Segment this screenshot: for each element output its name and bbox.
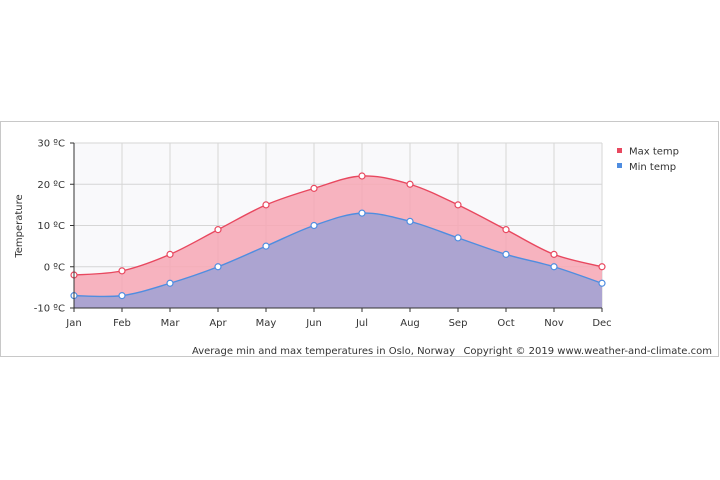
y-tick-label: 10 ºC (37, 221, 65, 232)
point-max-temp (310, 184, 318, 192)
y-axis-ticks: 30 ºC 20 ºC 10 ºC 0 ºC -10 ºC (34, 139, 74, 315)
point-max-temp (406, 180, 414, 188)
chart-caption: Average min and max temperatures in Oslo… (192, 346, 455, 357)
chart-container: 30 ºC 20 ºC 10 ºC 0 ºC -10 ºC Jan Feb Mar Apr Ma… (0, 121, 719, 357)
y-axis-label: Temperature (14, 194, 25, 258)
point-min-temp (502, 250, 510, 258)
y-tick-label: 20 ºC (37, 180, 65, 191)
point-min-temp (598, 279, 606, 287)
series-points (70, 172, 606, 300)
point-min-temp (550, 263, 558, 271)
point-max-temp (262, 201, 270, 209)
point-max-temp (118, 267, 126, 275)
point-max-temp (550, 250, 558, 258)
series-areas (74, 175, 602, 308)
x-tick-label: Jan (65, 318, 81, 329)
x-tick-label: Apr (209, 318, 227, 329)
point-min-temp (454, 234, 462, 242)
x-axis-ticks: Jan Feb Mar Apr May Jun Jul Aug Sep Oct Nov Dec (65, 308, 612, 329)
point-max-temp (598, 263, 606, 271)
point-max-temp (502, 226, 510, 234)
x-tick-label: Jun (305, 318, 322, 329)
legend-swatch-min-temp (617, 163, 622, 168)
x-tick-label: Feb (113, 318, 131, 329)
point-max-temp (454, 201, 462, 209)
line-max-temp (73, 175, 603, 276)
y-tick-label: 30 ºC (37, 139, 65, 150)
point-min-temp (310, 221, 318, 230)
chart-copyright: Copyright © 2019 www.weather-and-climate… (463, 346, 712, 357)
legend: Max temp Min temp (617, 147, 679, 173)
series-lines (73, 175, 603, 298)
x-tick-label: Jul (355, 318, 368, 329)
line-min-temp (73, 212, 603, 298)
temperature-chart: 30 ºC 20 ºC 10 ºC 0 ºC -10 ºC Jan Feb Mar Apr Ma… (14, 139, 712, 358)
x-tick-label: Nov (544, 318, 564, 329)
legend-label-min-temp: Min temp (629, 162, 676, 173)
point-min-temp (118, 292, 126, 300)
x-tick-label: Mar (161, 318, 181, 329)
point-max-temp (358, 172, 366, 180)
point-max-temp (166, 250, 174, 258)
point-min-temp (262, 242, 270, 250)
y-tick-label: -10 ºC (34, 304, 65, 315)
point-min-temp (166, 279, 174, 287)
point-min-temp (406, 217, 414, 225)
x-tick-label: Oct (497, 318, 514, 329)
y-tick-label: 0 ºC (44, 262, 65, 273)
point-min-temp (358, 209, 366, 217)
point-max-temp (214, 226, 222, 234)
legend-swatch-max-temp (617, 148, 622, 153)
x-tick-label: Sep (449, 318, 468, 329)
x-tick-label: Dec (592, 318, 611, 329)
legend-label-max-temp: Max temp (629, 147, 679, 158)
x-tick-label: May (256, 318, 277, 329)
point-min-temp (214, 263, 222, 271)
area-min-temp (74, 213, 602, 308)
x-tick-label: Aug (400, 318, 420, 329)
